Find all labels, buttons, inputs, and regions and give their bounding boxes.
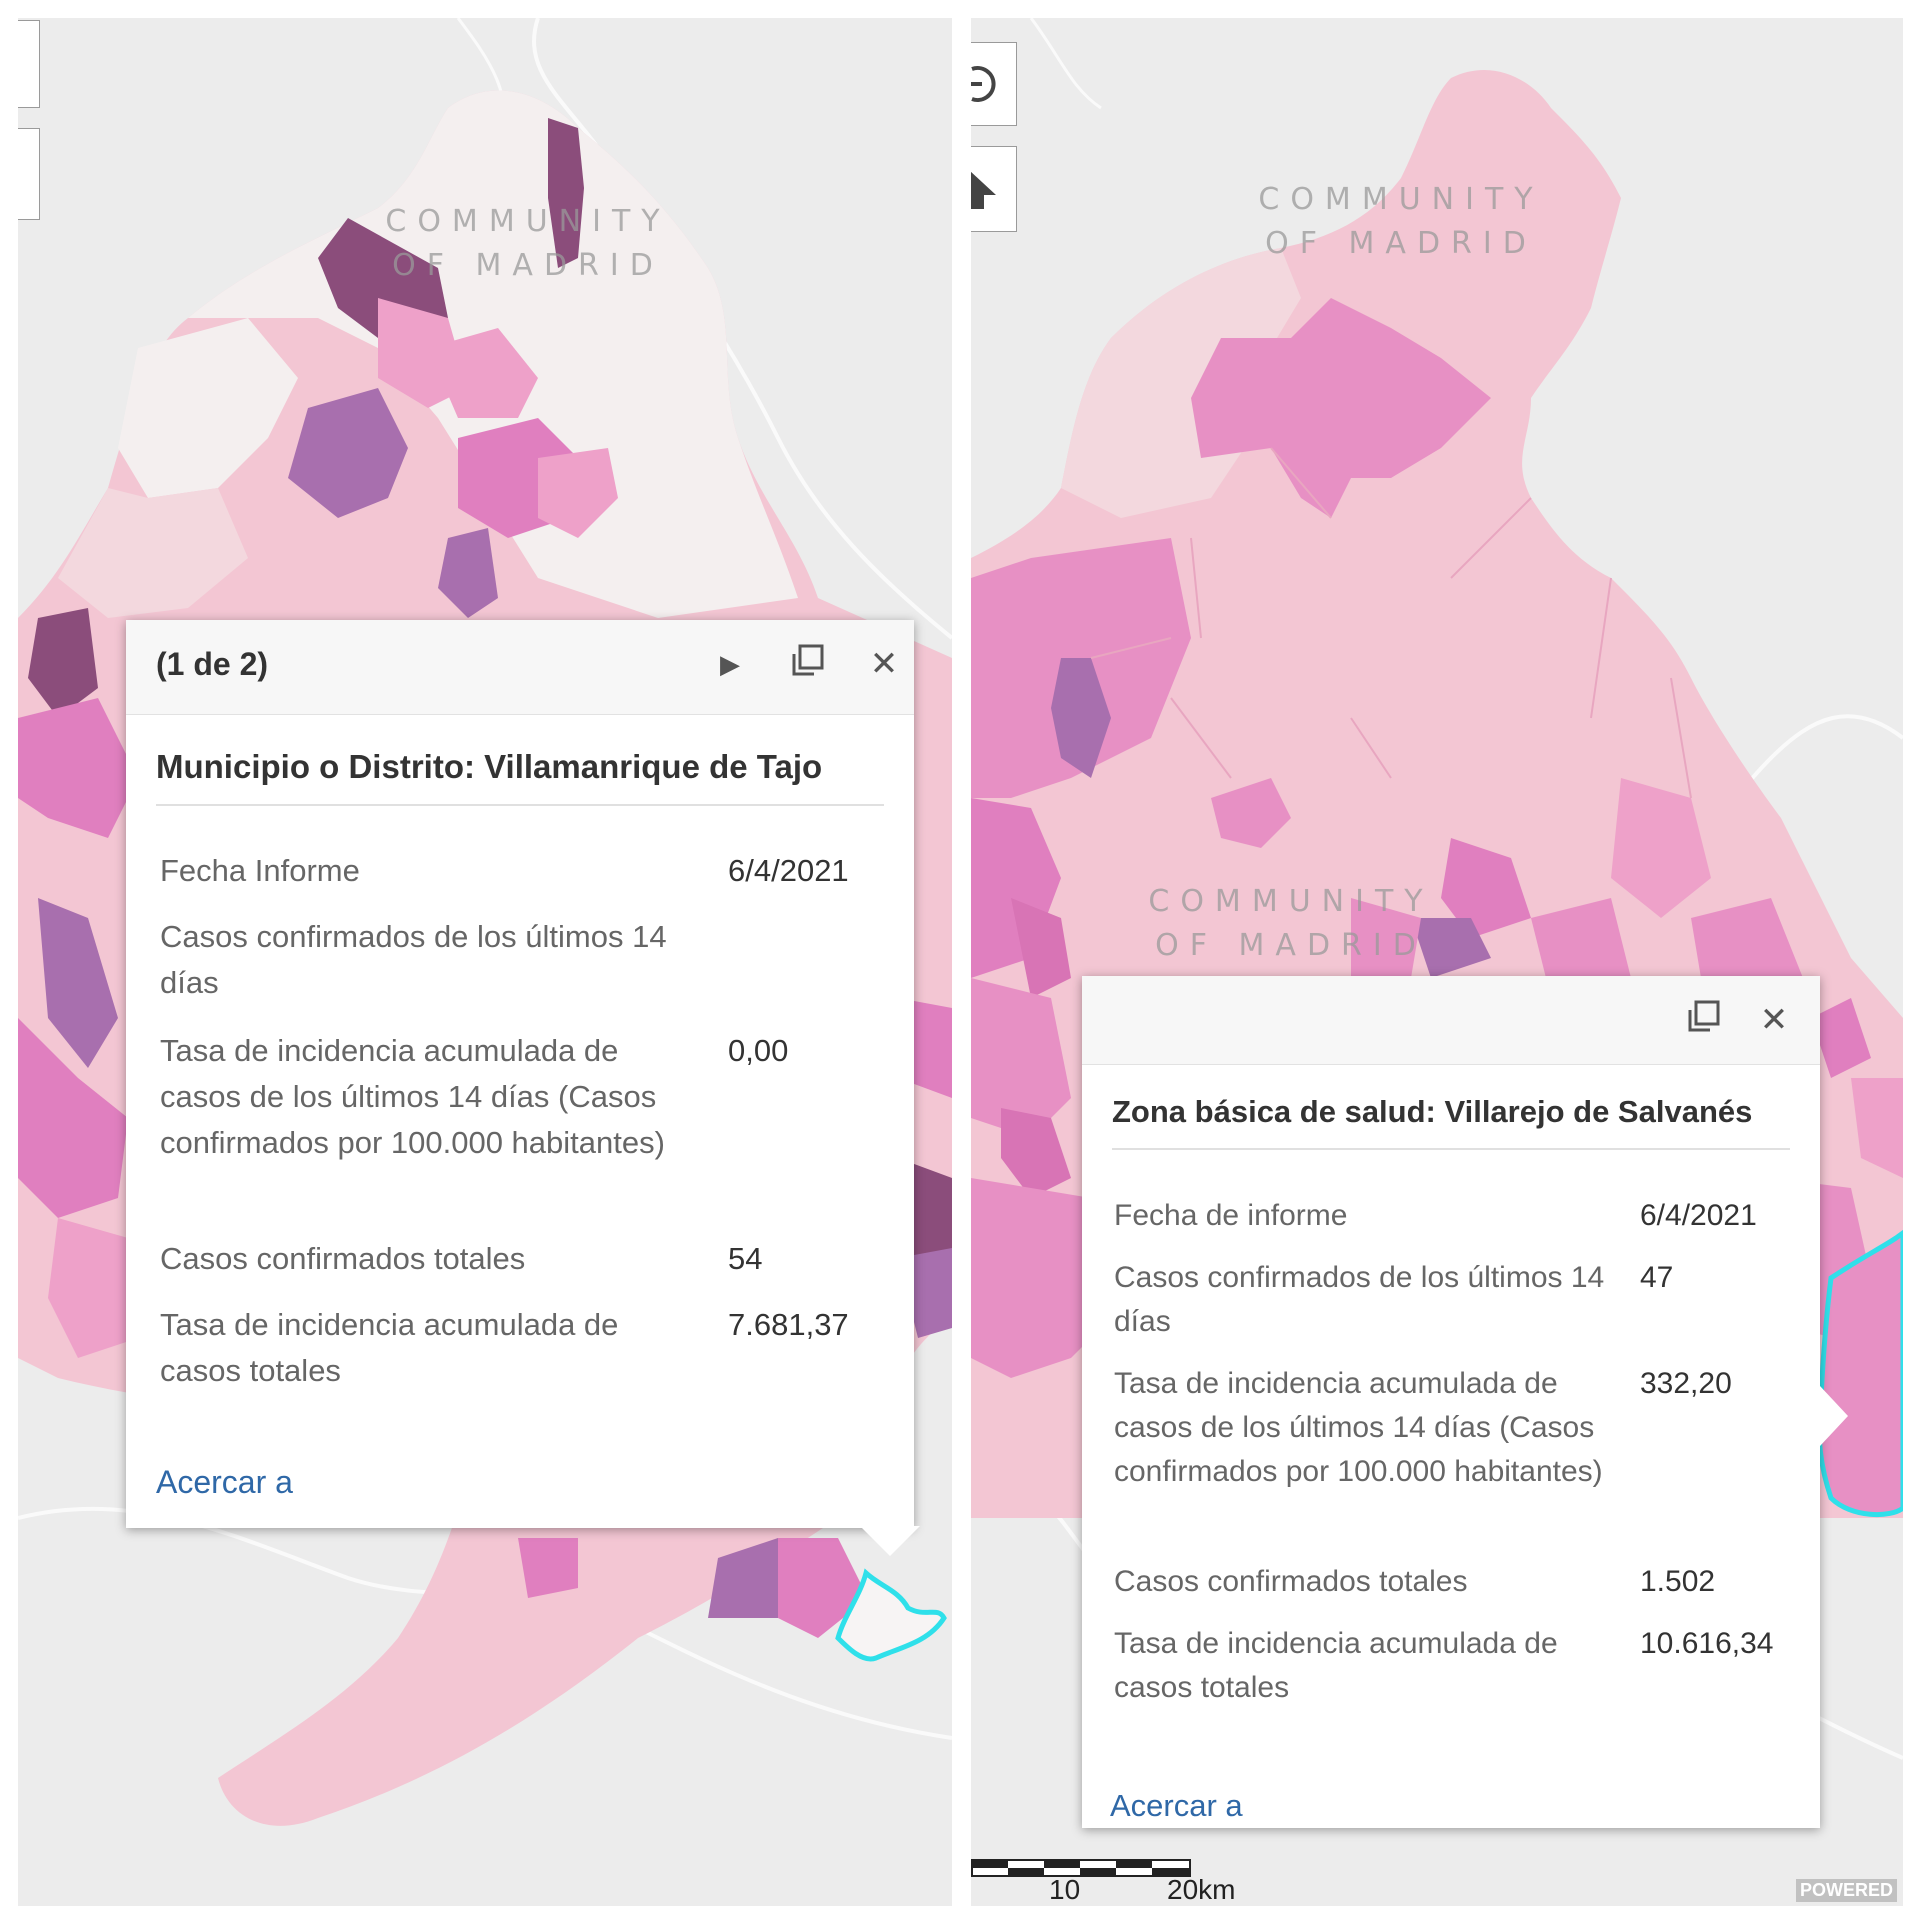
popup-title: Zona básica de salud: Villarejo de Salva… xyxy=(1112,1094,1790,1150)
feature-popup-municipio: (1 de 2) ▶ ✕ Municipio o Distrito: Villa… xyxy=(126,620,914,1528)
attribute-value: 7.681,37 xyxy=(728,1307,849,1342)
map-region-label: COMMUNITY OF MADRID xyxy=(1148,884,1434,963)
close-icon: ✕ xyxy=(1759,1001,1789,1039)
close-popup-button[interactable]: ✕ xyxy=(1752,998,1796,1042)
attribute-label: Casos confirmados totales xyxy=(1114,1565,1468,1598)
attribute-value: 6/4/2021 xyxy=(1640,1199,1757,1232)
attribute-label: Casos confirmados de los últimos 14 días xyxy=(160,919,667,1000)
dock-popup-button[interactable] xyxy=(786,642,830,686)
popup-pointer xyxy=(860,1526,920,1556)
scale-label-mid: 10 xyxy=(1049,1874,1081,1905)
locate-icon xyxy=(971,66,996,102)
popup-feature-count: (1 de 2) xyxy=(156,646,269,682)
popup-title: Municipio o Distrito: Villamanrique de T… xyxy=(156,748,884,806)
zoom-control-partial[interactable] xyxy=(18,20,40,108)
next-feature-button[interactable]: ▶ xyxy=(708,642,752,686)
attribute-value: 54 xyxy=(728,1241,763,1276)
close-popup-button[interactable]: ✕ xyxy=(862,642,906,686)
close-icon: ✕ xyxy=(869,645,899,683)
feature-popup-zona-salud: ✕ Zona básica de salud: Villarejo de Sal… xyxy=(1082,976,1820,1828)
attribute-value: 0,00 xyxy=(728,1033,789,1068)
map-panel-left[interactable]: COMMUNITY OF MADRID (1 de 2) ▶ ✕ Municip… xyxy=(18,18,952,1906)
scale-bar xyxy=(971,1859,1191,1877)
zoom-to-link[interactable]: Acercar a xyxy=(1110,1788,1243,1823)
map-region-label: COMMUNITY OF MADRID xyxy=(385,204,671,283)
cursor-icon xyxy=(971,171,996,209)
attribute-label: Casos confirmados de los últimos 14 días xyxy=(1114,1261,1605,1338)
home-control-partial[interactable] xyxy=(18,128,40,220)
play-icon: ▶ xyxy=(720,649,740,679)
attribute-value: 1.502 xyxy=(1640,1565,1716,1598)
attribute-label: Fecha de informe xyxy=(1114,1199,1348,1232)
attribution-text: POWERED xyxy=(1795,1879,1897,1902)
dock-popup-button[interactable] xyxy=(1682,998,1726,1042)
zoom-to-link[interactable]: Acercar a xyxy=(156,1464,293,1500)
scale-label-end: 20km xyxy=(1167,1874,1236,1905)
select-control[interactable] xyxy=(971,146,1017,232)
attribute-label: Tasa de incidencia acumulada de casos to… xyxy=(1114,1627,1558,1704)
attribute-value: 6/4/2021 xyxy=(728,853,849,888)
attribute-label: Tasa de incidencia acumulada de casos de… xyxy=(1114,1367,1603,1488)
attribute-value: 10.616,34 xyxy=(1640,1627,1774,1660)
maximize-icon xyxy=(1688,1000,1720,1032)
map-panel-right[interactable]: COMMUNITY OF MADRID COMMUNITY OF MADRID … xyxy=(971,18,1903,1906)
popup-header: (1 de 2) ▶ ✕ xyxy=(126,620,914,715)
attribute-value: 332,20 xyxy=(1640,1367,1732,1400)
maximize-icon xyxy=(792,644,824,676)
popup-header: ✕ xyxy=(1082,976,1820,1065)
map-region-label: COMMUNITY OF MADRID xyxy=(1258,182,1544,261)
attribute-label: Tasa de incidencia acumulada de casos de… xyxy=(160,1033,665,1160)
locate-control[interactable] xyxy=(971,42,1017,126)
attribute-value: 47 xyxy=(1640,1261,1674,1294)
attribute-label: Fecha Informe xyxy=(160,853,360,888)
popup-pointer xyxy=(1820,1386,1848,1446)
attribute-label: Tasa de incidencia acumulada de casos to… xyxy=(160,1307,619,1388)
attribute-label: Casos confirmados totales xyxy=(160,1241,526,1276)
